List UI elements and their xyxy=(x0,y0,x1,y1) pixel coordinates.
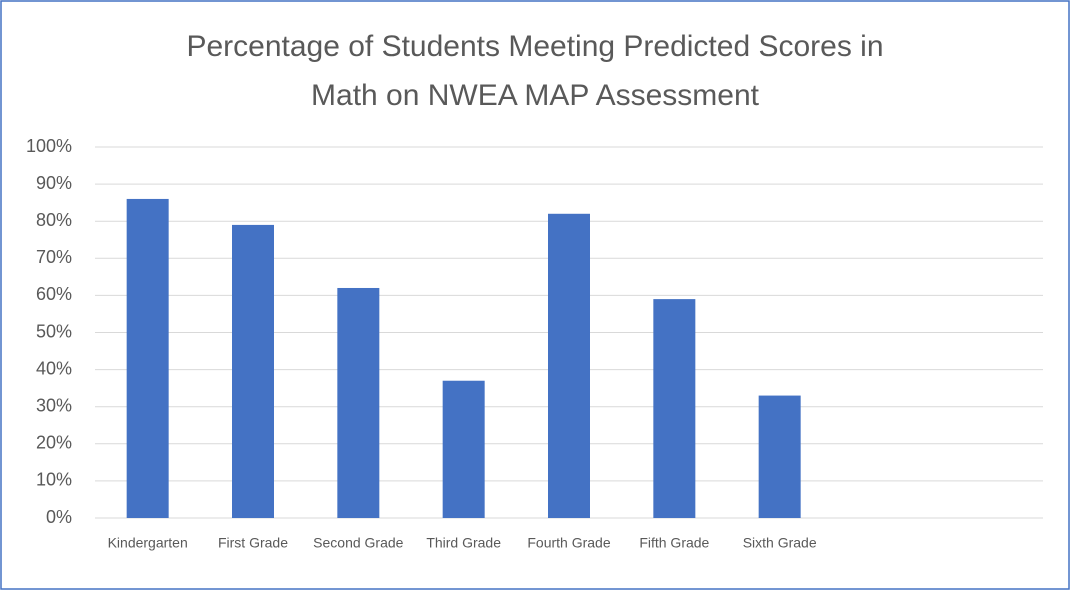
y-tick-label: 100% xyxy=(26,136,72,156)
y-tick-label: 0% xyxy=(46,507,72,527)
bar xyxy=(126,198,169,518)
y-tick-label: 20% xyxy=(36,433,72,453)
x-tick-label: Fourth Grade xyxy=(527,535,610,551)
bar xyxy=(232,224,274,518)
y-tick-label: 10% xyxy=(36,470,72,490)
bar xyxy=(548,213,590,518)
y-tick-label: 90% xyxy=(36,173,72,193)
y-tick-label: 40% xyxy=(36,358,72,378)
y-tick-label: 30% xyxy=(36,395,72,415)
x-tick-label: Kindergarten xyxy=(108,535,188,551)
x-tick-label: Sixth Grade xyxy=(743,535,817,551)
x-tick-label: Third Grade xyxy=(426,535,501,551)
y-tick-label: 60% xyxy=(36,284,72,304)
y-tick-label: 50% xyxy=(36,321,72,341)
bar xyxy=(653,299,696,518)
x-tick-label: Fifth Grade xyxy=(639,535,709,551)
bar xyxy=(758,395,801,518)
bar xyxy=(442,380,485,518)
bar xyxy=(337,287,380,518)
chart-title: Percentage of Students Meeting Predicted… xyxy=(186,30,884,112)
y-tick-label: 70% xyxy=(36,247,72,267)
y-tick-label: 80% xyxy=(36,210,72,230)
x-tick-label: Second Grade xyxy=(313,535,403,551)
x-tick-label: First Grade xyxy=(218,535,288,551)
